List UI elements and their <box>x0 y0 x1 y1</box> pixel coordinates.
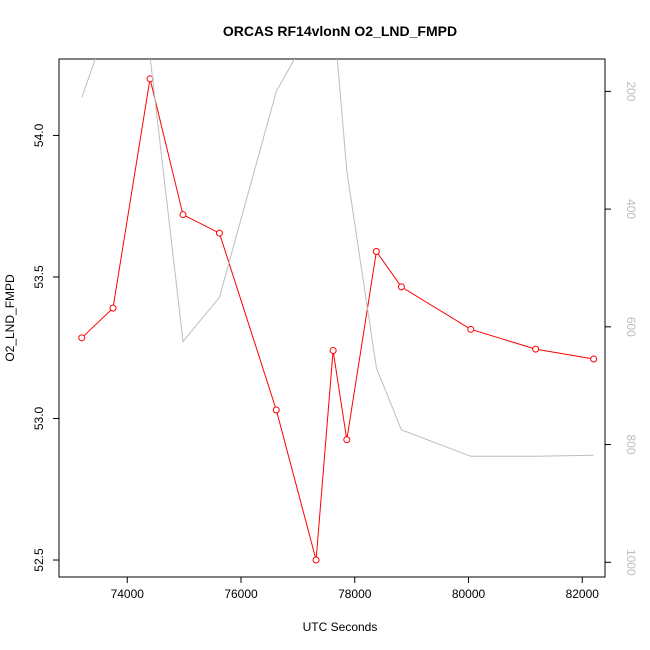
data-point <box>397 283 405 291</box>
y2-tick-label: 1000 <box>624 549 638 576</box>
data-point <box>179 211 187 219</box>
x-tick-label: 82000 <box>566 587 600 601</box>
x-tick-label: 80000 <box>452 587 486 601</box>
data-point <box>590 355 598 363</box>
data-point <box>343 436 351 444</box>
data-point <box>78 334 86 342</box>
series-layer <box>78 59 598 564</box>
y-tick-label: 53.5 <box>32 265 46 289</box>
y-axis-label: O2_LND_FMPD <box>3 274 17 362</box>
x-tick-label: 74000 <box>111 587 145 601</box>
y2-tick-label: 200 <box>624 81 638 101</box>
y-tick-label: 53.0 <box>32 406 46 430</box>
y-tick-label: 52.5 <box>32 548 46 572</box>
y2-tick-label: 600 <box>624 317 638 337</box>
data-point <box>467 325 475 333</box>
series-line-2 <box>81 59 594 457</box>
data-point <box>272 406 280 414</box>
data-point <box>215 229 223 237</box>
x-axis-label: UTC Seconds <box>303 620 378 634</box>
plot-frame <box>58 58 606 578</box>
data-point <box>372 247 380 255</box>
data-point <box>532 345 540 353</box>
axes: 74000 76000 78000 80000 82000 52.5 53.0 53.5 54.… <box>32 81 638 601</box>
y-tick-label: 54.0 <box>32 123 46 147</box>
series-line-1 <box>81 78 594 561</box>
y2-tick-label: 400 <box>624 199 638 219</box>
data-point <box>312 556 320 564</box>
x-tick-label: 78000 <box>338 587 372 601</box>
data-point <box>109 304 117 312</box>
x-tick-label: 76000 <box>224 587 258 601</box>
chart-title: ORCAS RF14vlonN O2_LND_FMPD <box>223 23 457 39</box>
y2-tick-label: 800 <box>624 435 638 455</box>
data-point <box>329 347 337 355</box>
